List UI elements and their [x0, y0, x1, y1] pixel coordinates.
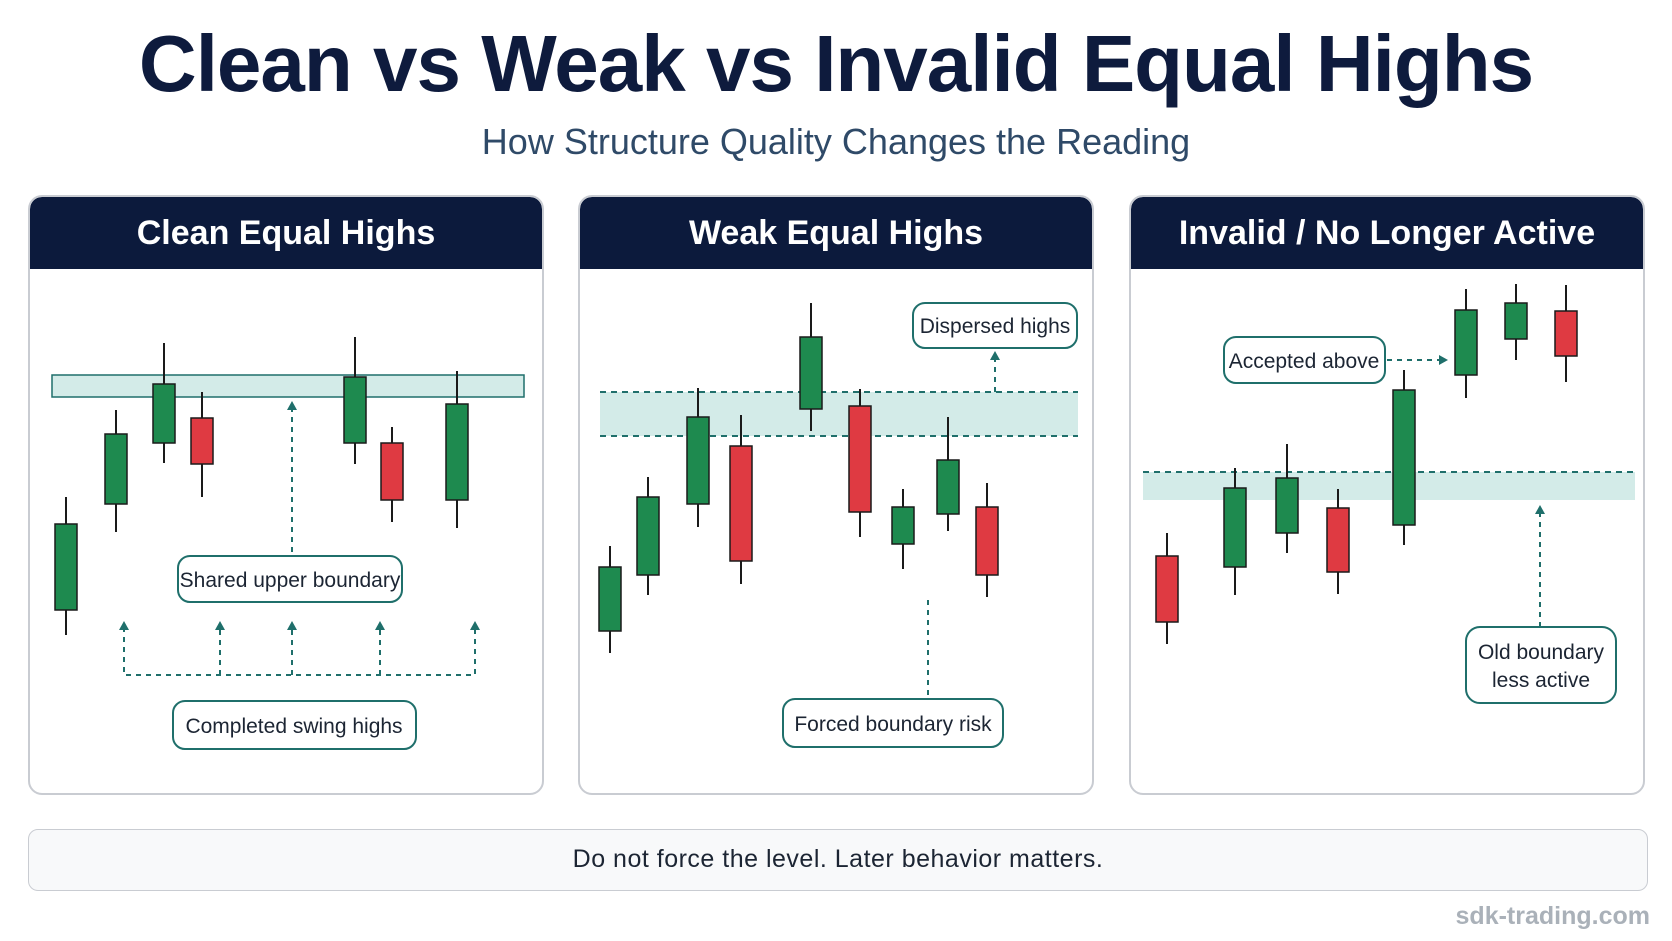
candle-body	[1554, 310, 1578, 357]
panel-invalid-diagram: Accepted above Old boundary less active	[1143, 284, 1635, 704]
shared-boundary-zone	[51, 374, 525, 398]
candle-body	[54, 523, 78, 611]
swing-arrow-heads	[119, 621, 480, 630]
candle-body	[190, 417, 214, 465]
bullish-candle	[1392, 370, 1416, 545]
bullish-candle	[799, 303, 823, 431]
candle-body	[799, 336, 823, 410]
candle-body	[1155, 555, 1179, 623]
arrow-head	[287, 401, 297, 410]
svg-text:Forced boundary risk: Forced boundary risk	[794, 713, 992, 736]
panel-clean-heading: Clean Equal Highs	[30, 197, 542, 269]
bullish-candle	[686, 388, 710, 527]
candle-body	[636, 496, 660, 576]
bullish-candle	[598, 546, 622, 653]
candle-body	[729, 445, 753, 562]
bullish-candle	[445, 371, 469, 528]
bearish-candle	[190, 392, 214, 497]
bullish-candle	[54, 497, 78, 635]
svg-text:Dispersed highs: Dispersed highs	[920, 315, 1071, 338]
candle-body	[152, 383, 176, 444]
candle-body	[1223, 487, 1247, 568]
panel-clean: Clean Equal Highs Shared upper boundary …	[28, 195, 544, 795]
page-title: Clean vs Weak vs Invalid Equal Highs	[138, 19, 1534, 108]
bullish-candle	[891, 489, 915, 569]
candle-body	[1275, 477, 1299, 534]
candle-body	[686, 416, 710, 505]
panel-weak-heading: Weak Equal Highs	[580, 197, 1092, 269]
bullish-candle	[1223, 468, 1247, 595]
candle-body	[1504, 302, 1528, 340]
svg-text:less active: less active	[1492, 669, 1590, 692]
arrow-head	[1439, 355, 1448, 365]
panel-invalid-heading: Invalid / No Longer Active	[1131, 197, 1643, 269]
arrow-head	[990, 351, 1000, 360]
candles	[598, 303, 999, 653]
panel-invalid: Invalid / No Longer Active Accepted abov…	[1129, 195, 1645, 795]
candles	[54, 337, 469, 635]
bearish-candle	[1155, 533, 1179, 644]
bullish-candle	[152, 343, 176, 463]
label-shared-boundary: Shared upper boundary	[177, 555, 403, 603]
candle-body	[891, 506, 915, 545]
watermark: sdk-trading.com	[1455, 902, 1650, 930]
bearish-candle	[975, 483, 999, 597]
arrow-head	[1535, 505, 1545, 514]
bullish-candle	[343, 337, 367, 464]
bearish-candle	[1554, 285, 1578, 382]
svg-text:Old boundary: Old boundary	[1478, 641, 1605, 664]
label-old-boundary: Old boundary less active	[1465, 626, 1617, 704]
candle-body	[104, 433, 128, 505]
candle-body	[380, 442, 404, 501]
label-dispersed-highs: Dispersed highs	[912, 302, 1078, 349]
candle-body	[848, 405, 872, 513]
old-boundary-zone	[1143, 472, 1635, 500]
candle-body	[936, 459, 960, 515]
candle-body	[975, 506, 999, 576]
bullish-candle	[1454, 289, 1478, 398]
label-forced-boundary-risk: Forced boundary risk	[782, 698, 1004, 748]
footer-note: Do not force the level. Later behavior m…	[28, 829, 1648, 891]
page-subtitle: How Structure Quality Changes the Readin…	[481, 121, 1191, 162]
bullish-candle	[636, 477, 660, 595]
bearish-candle	[848, 389, 872, 537]
bullish-candle	[936, 417, 960, 531]
svg-text:Completed swing highs: Completed swing highs	[185, 715, 402, 738]
svg-text:Shared upper boundary: Shared upper boundary	[180, 569, 401, 592]
label-accepted-above: Accepted above	[1223, 336, 1386, 384]
panel-weak-diagram: Dispersed highs Forced boundary risk	[598, 302, 1078, 748]
candle-body	[1326, 507, 1350, 573]
candle-body	[598, 566, 622, 632]
bearish-candle	[729, 415, 753, 584]
bullish-candle	[1504, 284, 1528, 360]
candle-body	[343, 376, 367, 444]
panel-clean-diagram: Shared upper boundary Completed swing hi…	[51, 337, 525, 750]
panel-weak: Weak Equal Highs Dispersed highs Forced …	[578, 195, 1094, 795]
label-completed-swing-highs: Completed swing highs	[172, 700, 417, 750]
bearish-candle	[380, 427, 404, 522]
bullish-candle	[1275, 444, 1299, 553]
dispersed-zone	[600, 392, 1078, 436]
candle-body	[1454, 309, 1478, 376]
candle-body	[445, 403, 469, 501]
candles	[1155, 284, 1578, 644]
candle-body	[1392, 389, 1416, 526]
bearish-candle	[1326, 489, 1350, 594]
bullish-candle	[104, 410, 128, 532]
svg-text:Accepted above: Accepted above	[1229, 350, 1380, 373]
swing-arrows	[123, 627, 476, 676]
